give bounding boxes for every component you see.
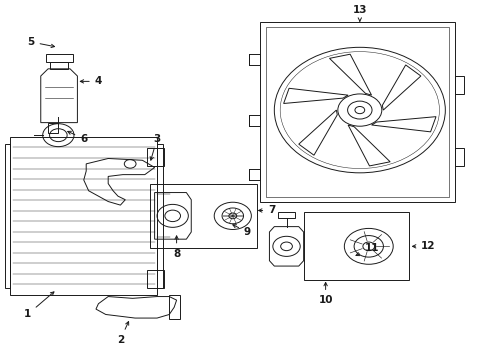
Bar	[169, 296, 180, 319]
Text: 3: 3	[150, 134, 161, 160]
Bar	[249, 169, 260, 180]
Text: 10: 10	[318, 283, 333, 305]
Bar	[266, 27, 449, 197]
Bar	[278, 212, 295, 218]
Bar	[46, 54, 73, 62]
Bar	[249, 116, 260, 126]
Bar	[150, 184, 257, 248]
Text: 4: 4	[80, 76, 102, 86]
Bar	[260, 22, 455, 202]
Bar	[147, 270, 164, 288]
Bar	[147, 148, 164, 166]
Bar	[10, 137, 157, 295]
Text: 12: 12	[413, 241, 436, 251]
Bar	[455, 76, 464, 94]
Bar	[157, 144, 163, 288]
Text: 8: 8	[173, 236, 180, 258]
Text: 11: 11	[356, 243, 379, 256]
Bar	[249, 54, 260, 65]
Text: 5: 5	[27, 37, 54, 48]
Text: 6: 6	[68, 131, 87, 144]
Text: 9: 9	[233, 225, 251, 237]
Text: 13: 13	[353, 5, 367, 21]
Text: 2: 2	[117, 321, 129, 345]
Bar	[304, 212, 409, 280]
Bar	[4, 144, 10, 288]
Bar	[49, 62, 68, 69]
Bar	[455, 148, 464, 166]
Bar	[48, 123, 58, 134]
Text: 1: 1	[24, 292, 54, 319]
Text: 7: 7	[259, 206, 275, 216]
